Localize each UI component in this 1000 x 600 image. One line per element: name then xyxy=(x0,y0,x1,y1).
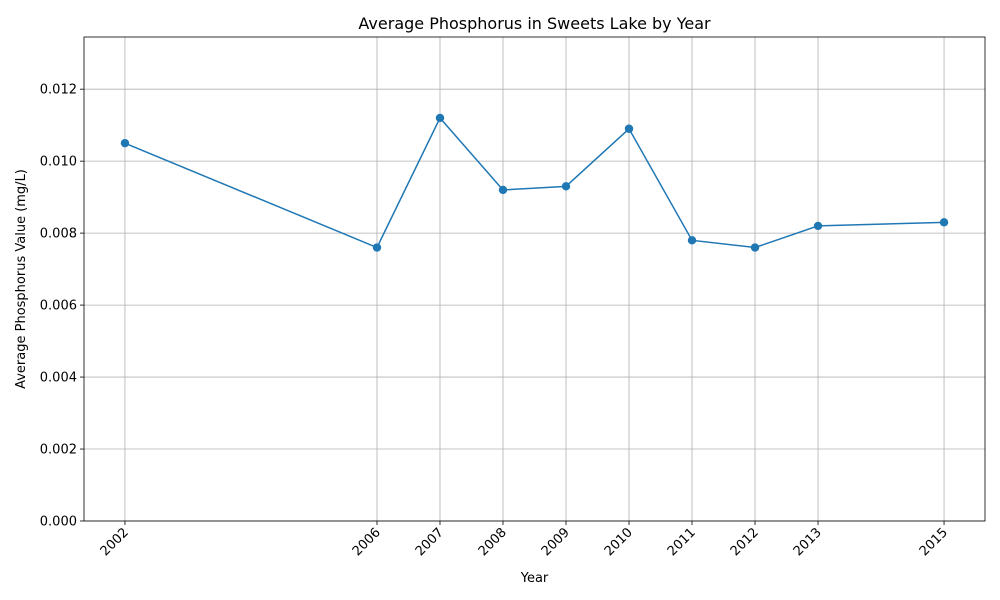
data-point xyxy=(561,182,571,191)
data-point xyxy=(813,221,823,231)
data-point xyxy=(624,124,634,133)
x-tick-label: 2011 xyxy=(665,525,699,559)
x-tick-label: 2013 xyxy=(791,525,825,559)
y-axis-label: Average Phosphorus Value (mg/L) xyxy=(14,169,29,389)
data-point xyxy=(435,113,445,123)
grid-lines xyxy=(84,37,985,522)
x-axis-label: Year xyxy=(520,571,549,586)
y-tick-label: 0.000 xyxy=(40,515,77,530)
plot-frame xyxy=(83,36,986,522)
data-point xyxy=(120,138,130,148)
x-tick-label: 2015 xyxy=(917,525,951,559)
x-tick-label: 2007 xyxy=(413,525,447,559)
y-tick-label: 0.004 xyxy=(40,371,77,386)
y-tick-label: 0.008 xyxy=(40,227,77,242)
y-tick-label: 0.006 xyxy=(40,299,77,314)
x-tick-label: 2008 xyxy=(476,525,510,559)
x-tick-label: 2002 xyxy=(98,525,132,559)
data-point xyxy=(687,236,697,245)
x-tick-label: 2010 xyxy=(602,525,636,559)
chart-title: Average Phosphorus in Sweets Lake by Yea… xyxy=(358,14,711,33)
y-tick-label: 0.010 xyxy=(40,155,77,170)
series-layer xyxy=(120,113,949,252)
x-tick-label: 2009 xyxy=(539,525,573,559)
data-point xyxy=(750,243,760,252)
x-tick-label: 2012 xyxy=(728,525,762,559)
data-point xyxy=(498,185,508,195)
y-axis-ticks: 0.000 0.002 0.004 0.006 0.008 0.010 0.012 xyxy=(40,83,84,530)
data-point xyxy=(939,218,949,227)
y-tick-label: 0.012 xyxy=(40,83,77,98)
data-point xyxy=(372,243,382,252)
x-axis-ticks: 2002 2006 2007 2008 2009 2010 2011 2012 2013 2015 xyxy=(98,521,951,559)
x-tick-label: 2006 xyxy=(350,525,384,559)
y-tick-label: 0.002 xyxy=(40,443,77,458)
series-line xyxy=(124,116,945,249)
